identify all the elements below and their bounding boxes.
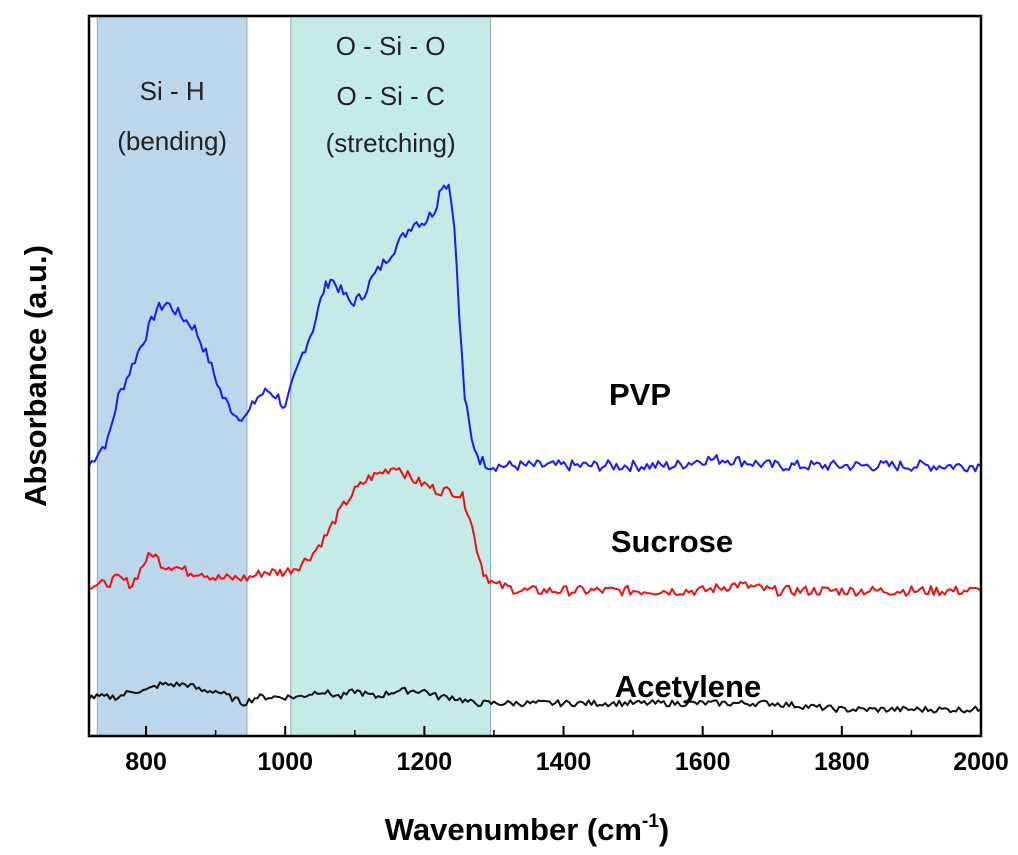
x-tick-label-1000: 1000 <box>257 748 313 776</box>
y-axis-title: Absorbance (a.u.) <box>18 245 53 507</box>
band-regions <box>96 15 491 737</box>
x-axis-title-superscript: -1 <box>642 811 659 832</box>
series-label-pvp: PVP <box>609 377 671 412</box>
band-label-2-line-3: (stretching) <box>326 128 456 158</box>
band-region-1 <box>96 15 248 737</box>
x-tick-label-1600: 1600 <box>675 748 731 776</box>
series-labels: PVP Sucrose Acetylene <box>609 377 761 704</box>
x-axis-title-close: ) <box>659 812 669 847</box>
x-tick-label-800: 800 <box>125 748 167 776</box>
series-label-acetylene: Acetylene <box>615 669 761 704</box>
x-axis-title: Wavenumber (cm-1) <box>385 811 669 847</box>
series-line-sucrose <box>88 467 982 597</box>
band-region-2 <box>290 15 491 737</box>
band-label-2-line-1: O - Si - O <box>336 31 446 61</box>
x-axis-title-main: Wavenumber (cm <box>385 812 642 847</box>
band-label-1-line-2: (bending) <box>117 126 227 156</box>
series-line-pvp <box>88 183 982 473</box>
plot-frame <box>87 14 983 738</box>
x-axis-ticks: 800 1000 1200 1400 1600 1800 2000 <box>125 726 1009 776</box>
band-label-1-line-1: Si - H <box>140 76 205 106</box>
band-labels: Si - H (bending) O - Si - O O - Si - C (stre… <box>117 31 455 158</box>
series-line-acetylene <box>88 681 982 714</box>
series-label-sucrose: Sucrose <box>611 524 733 559</box>
x-tick-label-1200: 1200 <box>397 748 453 776</box>
x-tick-label-1800: 1800 <box>814 748 870 776</box>
series-lines <box>88 183 982 714</box>
x-tick-label-2000: 2000 <box>953 748 1009 776</box>
band-label-2-line-2: O - Si - C <box>336 81 444 111</box>
x-tick-label-1400: 1400 <box>536 748 592 776</box>
